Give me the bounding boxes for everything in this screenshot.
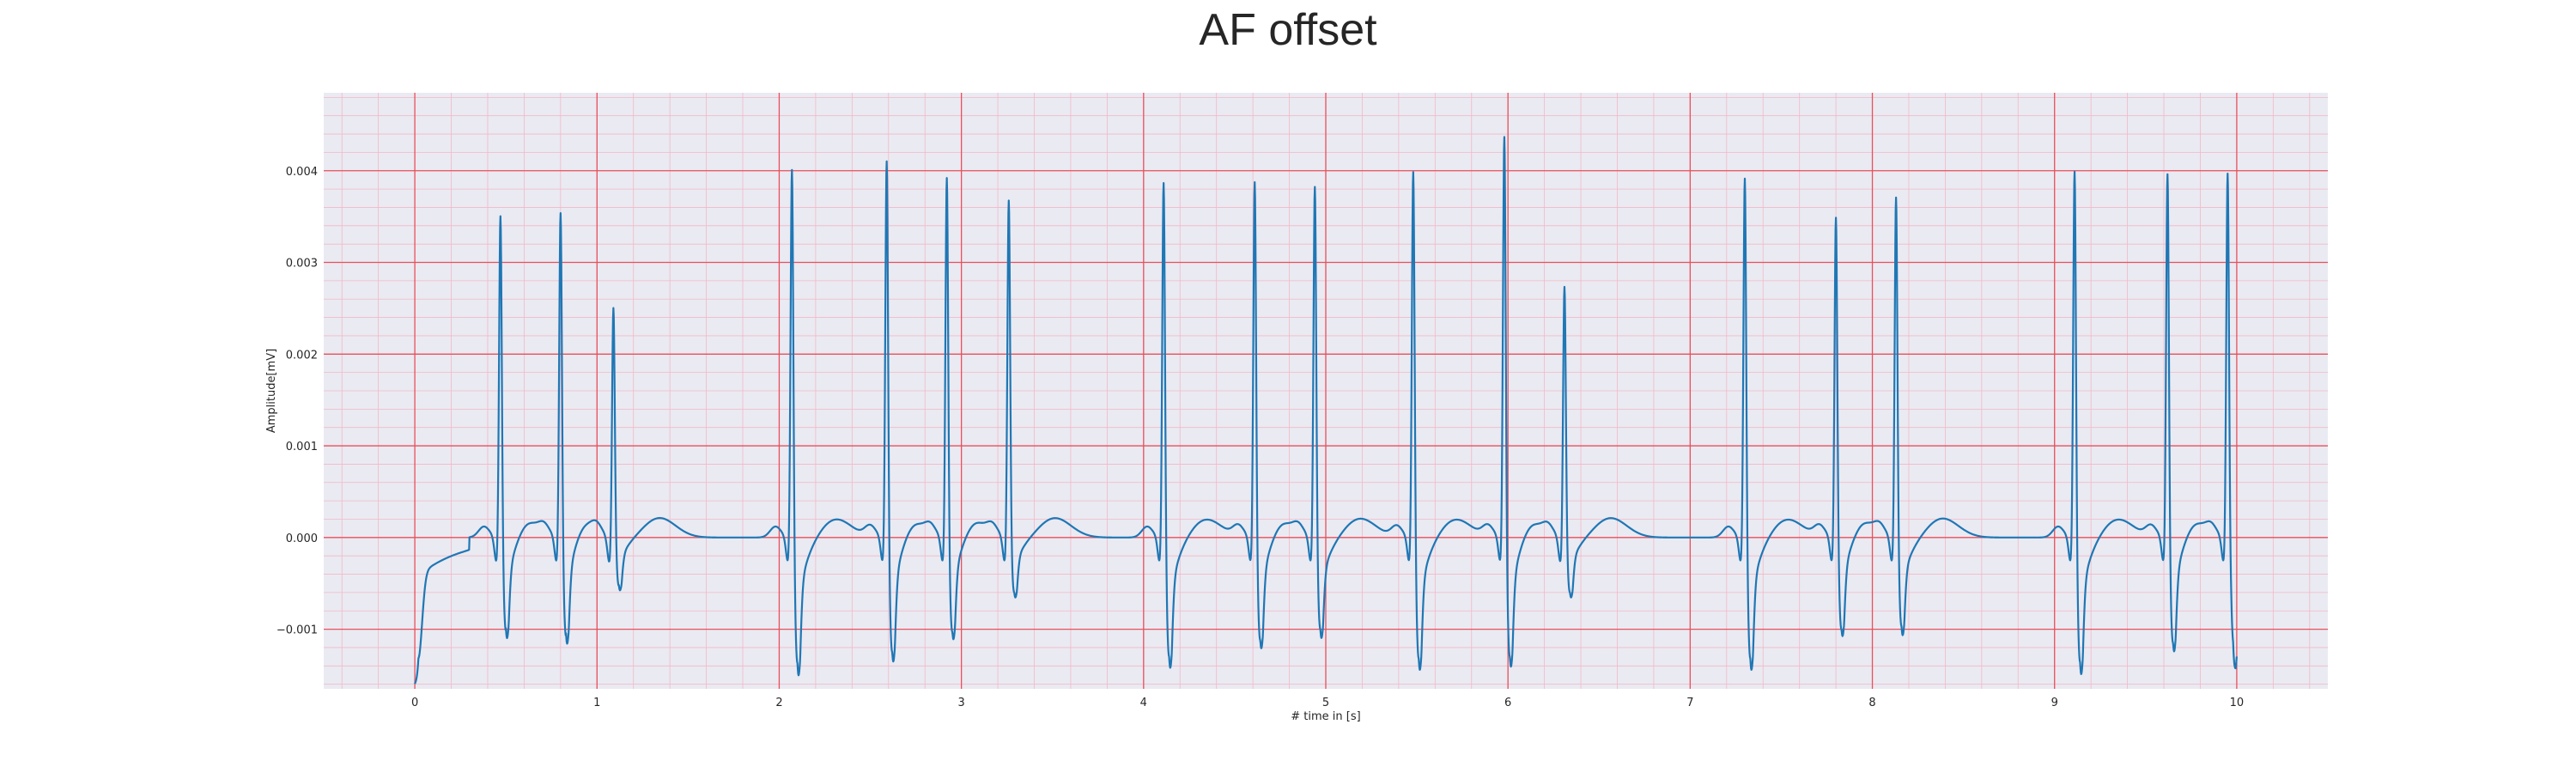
x-tick-label: 10 — [2230, 697, 2245, 709]
x-tick-label: 9 — [2051, 697, 2058, 709]
chart-title: AF offset — [1199, 5, 1377, 55]
x-tick-label: 6 — [1504, 697, 1511, 709]
x-tick-labels: 0 1 2 3 4 5 6 7 8 9 10 — [411, 697, 2244, 709]
y-axis-label: Amplitude[mV] — [265, 349, 278, 433]
series-line — [414, 136, 2239, 685]
x-tick-label: 1 — [593, 697, 600, 709]
x-tick-label: 8 — [1868, 697, 1875, 709]
y-tick-label: 0.002 — [286, 349, 318, 362]
y-tick-labels: −0.001 0.000 0.001 0.002 0.003 0.004 — [276, 166, 318, 637]
x-tick-label: 7 — [1686, 697, 1693, 709]
x-axis-label: # time in [s] — [1291, 710, 1360, 723]
y-tick-label: 0.000 — [286, 533, 318, 545]
x-tick-label: 4 — [1140, 697, 1147, 709]
x-tick-label: 5 — [1322, 697, 1329, 709]
major-grid — [324, 93, 2328, 689]
x-tick-label: 2 — [775, 697, 782, 709]
y-tick-label: 0.003 — [286, 258, 318, 271]
y-tick-label: −0.001 — [276, 624, 318, 637]
x-tick-label: 0 — [411, 697, 418, 709]
y-tick-label: 0.004 — [286, 166, 318, 179]
x-tick-label: 3 — [957, 697, 964, 709]
y-tick-label: 0.001 — [286, 441, 318, 453]
